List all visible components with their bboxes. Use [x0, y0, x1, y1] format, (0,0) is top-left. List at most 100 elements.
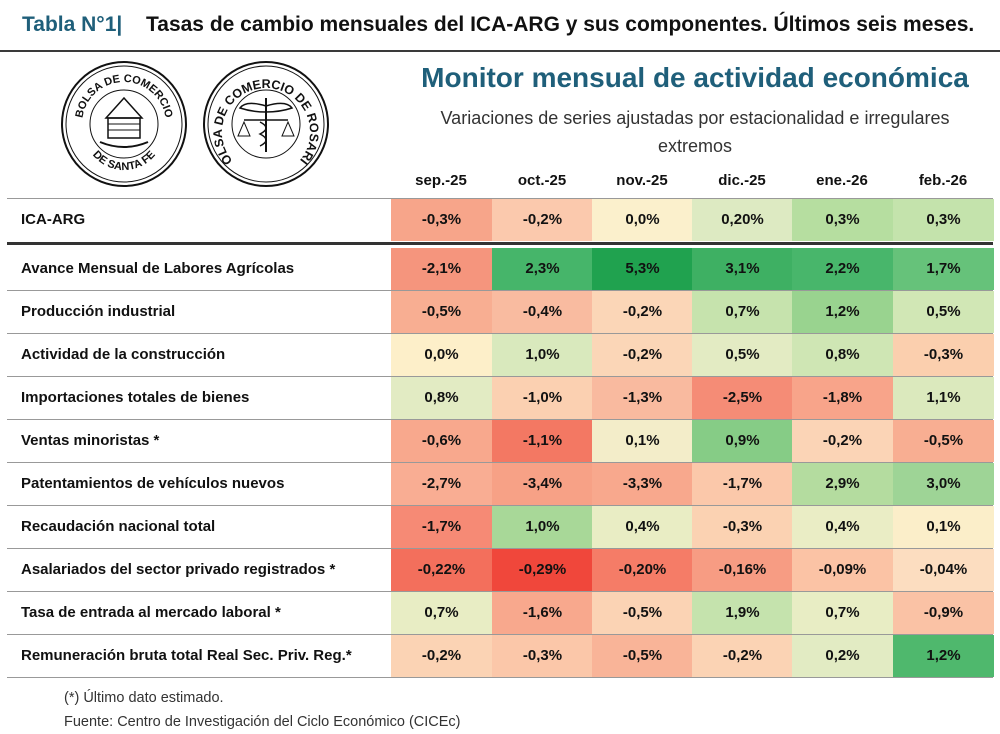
- value-cell: -0,4%: [492, 291, 593, 333]
- value-cell: -0,2%: [391, 635, 492, 677]
- column-header: sep.-25: [415, 172, 467, 189]
- table-top-rule: [7, 198, 993, 199]
- value-cell: -3,3%: [592, 463, 693, 505]
- value-cell: -0,29%: [492, 549, 593, 591]
- value-cell: 0,8%: [391, 377, 492, 419]
- value-cell: -0,9%: [893, 592, 994, 634]
- value-cell: -0,3%: [492, 635, 593, 677]
- value-cell: -1,8%: [792, 377, 893, 419]
- monitor-subtitle-line2: extremos: [657, 136, 733, 156]
- column-header: dic.-25: [718, 172, 766, 189]
- value-cell: -0,5%: [893, 420, 994, 462]
- value-cell: -1,1%: [492, 420, 593, 462]
- value-cell: 1,2%: [792, 291, 893, 333]
- value-cell: 0,1%: [893, 506, 994, 548]
- value-cell: 0,9%: [692, 420, 793, 462]
- row-label: Actividad de la construcción: [21, 346, 226, 363]
- column-header: ene.-26: [816, 172, 868, 189]
- row-label: Importaciones totales de bienes: [21, 389, 250, 406]
- value-cell: -1,6%: [492, 592, 593, 634]
- title-bar: Tabla N°1| Tasas de cambio mensuales del…: [0, 0, 1000, 52]
- value-cell: 0,5%: [692, 334, 793, 376]
- value-cell: 0,7%: [792, 592, 893, 634]
- value-cell: -0,3%: [391, 199, 492, 241]
- row-label: Remuneración bruta total Real Sec. Priv.…: [21, 647, 352, 664]
- value-cell: -0,20%: [592, 549, 693, 591]
- value-cell: 0,2%: [792, 635, 893, 677]
- value-cell: -0,2%: [592, 334, 693, 376]
- table-row: Remuneración bruta total Real Sec. Priv.…: [7, 635, 994, 678]
- value-cell: 0,0%: [592, 199, 693, 241]
- value-cell: -0,5%: [592, 635, 693, 677]
- table-row: Patentamientos de vehículos nuevos -2,7% -…: [7, 463, 994, 506]
- value-cell: 3,1%: [692, 248, 793, 290]
- value-cell: 1,9%: [692, 592, 793, 634]
- value-cell: 1,2%: [893, 635, 994, 677]
- value-cell: 0,0%: [391, 334, 492, 376]
- value-cell: -0,2%: [592, 291, 693, 333]
- page-title: Tasas de cambio mensuales del ICA-ARG y …: [146, 13, 975, 36]
- row-label: Tasa de entrada al mercado laboral *: [21, 604, 281, 621]
- value-cell: -1,3%: [592, 377, 693, 419]
- row-label: Avance Mensual de Labores Agrícolas: [21, 260, 295, 277]
- value-cell: -0,2%: [792, 420, 893, 462]
- value-cell: 5,3%: [592, 248, 693, 290]
- value-cell: -0,3%: [893, 334, 994, 376]
- source-note: Fuente: Centro de Investigación del Cicl…: [64, 714, 461, 730]
- monitor-subtitle-line1: Variaciones de series ajustadas por esta…: [440, 108, 950, 128]
- row-label: Producción industrial: [21, 303, 176, 320]
- row-label: ICA-ARG: [21, 211, 86, 228]
- value-cell: 0,7%: [692, 291, 793, 333]
- value-cell: 0,4%: [792, 506, 893, 548]
- value-cell: -0,09%: [792, 549, 893, 591]
- column-header: feb.-26: [918, 172, 968, 189]
- value-cell: -0,04%: [893, 549, 994, 591]
- value-cell: -2,7%: [391, 463, 492, 505]
- value-cell: -0,22%: [391, 549, 492, 591]
- section-divider: [7, 242, 993, 245]
- value-cell: 2,3%: [492, 248, 593, 290]
- table-row: Asalariados del sector privado registrad…: [7, 549, 994, 592]
- value-cell: 3,0%: [893, 463, 994, 505]
- value-cell: 1,0%: [492, 506, 593, 548]
- value-cell: -1,7%: [692, 463, 793, 505]
- value-cell: 0,7%: [391, 592, 492, 634]
- seal1-text-top: BOLSA DE COMERCIO: [73, 73, 174, 119]
- value-cell: 2,9%: [792, 463, 893, 505]
- monitor-title: Monitor mensual de actividad económica: [421, 62, 969, 93]
- value-cell: 1,0%: [492, 334, 593, 376]
- value-cell: 0,4%: [592, 506, 693, 548]
- row-label: Asalariados del sector privado registrad…: [21, 561, 336, 578]
- row-label: Patentamientos de vehículos nuevos: [21, 475, 285, 492]
- value-cell: 1,1%: [893, 377, 994, 419]
- column-header: nov.-25: [616, 172, 668, 189]
- value-cell: -2,5%: [692, 377, 793, 419]
- value-cell: -0,5%: [391, 291, 492, 333]
- footnote: (*) Último dato estimado.: [64, 690, 224, 706]
- table-row: Importaciones totales de bienes 0,8% -1,0%…: [7, 377, 994, 420]
- value-cell: 0,5%: [893, 291, 994, 333]
- table-row: Tasa de entrada al mercado laboral * 0,7%…: [7, 592, 994, 635]
- table-row: Avance Mensual de Labores Agrícolas -2,1%…: [7, 248, 994, 291]
- value-cell: -3,4%: [492, 463, 593, 505]
- value-cell: -0,6%: [391, 420, 492, 462]
- row-label: Recaudación nacional total: [21, 518, 216, 535]
- value-cell: -0,2%: [492, 199, 593, 241]
- value-cell: 2,2%: [792, 248, 893, 290]
- seal1-text-bottom: DE SANTA FE: [90, 149, 157, 173]
- value-cell: 1,7%: [893, 248, 994, 290]
- value-cell: -0,3%: [692, 506, 793, 548]
- table-row: Ventas minoristas * -0,6% -1,1% 0,1% 0,9% -0,…: [7, 420, 994, 463]
- seal2-text: BOLSA DE COMERCIO DE ROSARIO: [202, 60, 321, 168]
- value-cell: -1,0%: [492, 377, 593, 419]
- value-cell: 0,1%: [592, 420, 693, 462]
- value-cell: -1,7%: [391, 506, 492, 548]
- svg-text:DE SANTA FE: DE SANTA FE: [90, 149, 157, 173]
- table-row: Actividad de la construcción 0,0% 1,0% -0,2…: [7, 334, 994, 377]
- value-cell: -0,16%: [692, 549, 793, 591]
- value-cell: -2,1%: [391, 248, 492, 290]
- value-cell: 0,8%: [792, 334, 893, 376]
- svg-text:BOLSA DE COMERCIO: BOLSA DE COMERCIO: [73, 73, 174, 119]
- table-number: Tabla N°1|: [22, 13, 123, 36]
- column-header: oct.-25: [517, 172, 567, 189]
